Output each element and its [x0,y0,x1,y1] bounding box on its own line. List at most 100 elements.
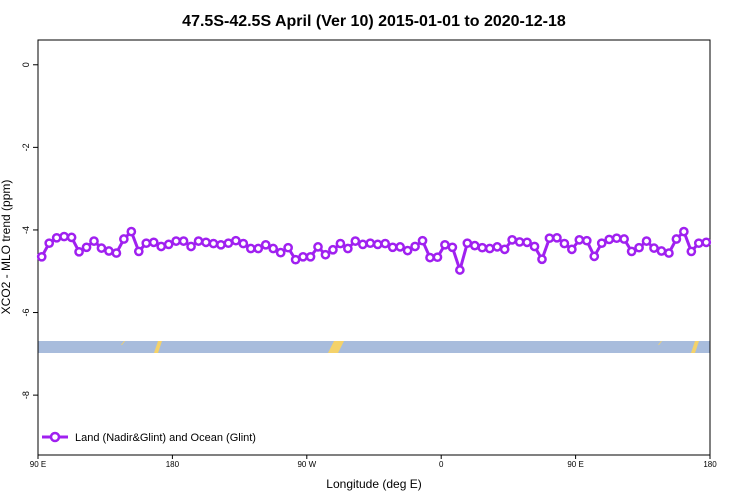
data-point [552,232,562,243]
data-point [507,235,517,245]
data-point [343,243,353,254]
data-point [253,243,264,254]
data-point [104,246,114,256]
land-patch [658,341,662,345]
data-point [313,242,323,252]
data-point [469,240,480,251]
data-point [156,241,167,252]
data-point [499,244,510,255]
data-point [238,238,249,249]
data-point [74,246,84,257]
data-point [417,235,428,246]
data-point [44,238,55,249]
data-point [574,235,585,245]
data-point [656,246,667,256]
data-point [581,235,592,246]
data-point [693,238,704,249]
data-point [66,232,77,243]
data-point [223,238,234,249]
x-axis-title: Longitude (deg E) [326,477,421,491]
data-point [372,239,383,250]
data-point [559,238,570,249]
y-tick-label: 0 [21,62,31,67]
y-tick-label: -8 [21,391,31,399]
data-point [686,246,697,257]
data-point [201,237,211,248]
data-point [455,265,465,275]
legend: Land (Nadir&Glint) and Ocean (Glint) [42,431,256,444]
data-point [245,243,256,254]
data-point [216,239,226,250]
data-point [357,239,368,250]
data-point [611,233,622,244]
data-point [402,245,413,256]
data-point [410,241,420,252]
data-point [186,241,196,252]
data-point [380,238,391,249]
land-patch [154,341,162,353]
chart-title: 47.5S-42.5S April (Ver 10) 2015-01-01 to… [182,13,566,30]
ocean-band [38,341,710,353]
data-point [432,252,443,263]
data-point [462,238,473,249]
land-patch [328,341,344,353]
data-point [260,239,271,250]
data-point [671,234,682,244]
data-point [387,242,398,253]
data-point [492,242,503,252]
data-point [447,242,458,253]
data-point [604,234,615,245]
data-point [350,236,361,246]
y-axis-title: XCO2 - MLO trend (ppm) [0,180,13,315]
data-point [537,254,547,265]
data-point [596,238,607,249]
y-tick-label: -6 [21,309,31,317]
data-point [59,231,69,242]
data-point [133,246,144,257]
data-point [231,235,241,246]
data-point [514,237,525,247]
data-point [701,237,712,248]
data-point [320,249,331,260]
data-point [141,238,152,249]
data-point [567,244,577,255]
data-point [305,251,316,262]
data-point [51,232,62,243]
legend-label: Land (Nadir&Glint) and Ocean (Glint) [75,432,256,444]
x-tick-label: 0 [439,460,444,469]
data-point [193,236,204,246]
data-point [148,237,159,248]
data-point [589,251,600,262]
data-point [111,248,122,258]
data-point [298,251,308,262]
data-point [664,248,674,258]
data-point [626,246,637,257]
data-point [290,254,301,265]
data-point [96,243,107,253]
data-point [81,242,92,253]
land-patch [121,341,125,345]
data-point [283,242,293,253]
data-point [529,241,540,252]
data-point [679,226,689,237]
legend-marker [49,431,61,443]
data-point [522,237,532,248]
data-point [634,242,644,253]
data-point [163,239,174,250]
data-point [36,251,47,262]
data-point [126,226,137,237]
data-point [484,243,495,254]
x-tick-label: 90 E [567,460,583,469]
data-point [365,238,376,249]
data-point [335,238,346,249]
y-tick-label: -4 [21,226,31,234]
x-tick-label: 180 [166,460,180,469]
surface-band [38,341,710,353]
data-point [119,234,129,244]
data-point [619,234,629,244]
data-point [425,252,435,263]
land-patch [691,341,699,353]
data-point [178,236,189,246]
